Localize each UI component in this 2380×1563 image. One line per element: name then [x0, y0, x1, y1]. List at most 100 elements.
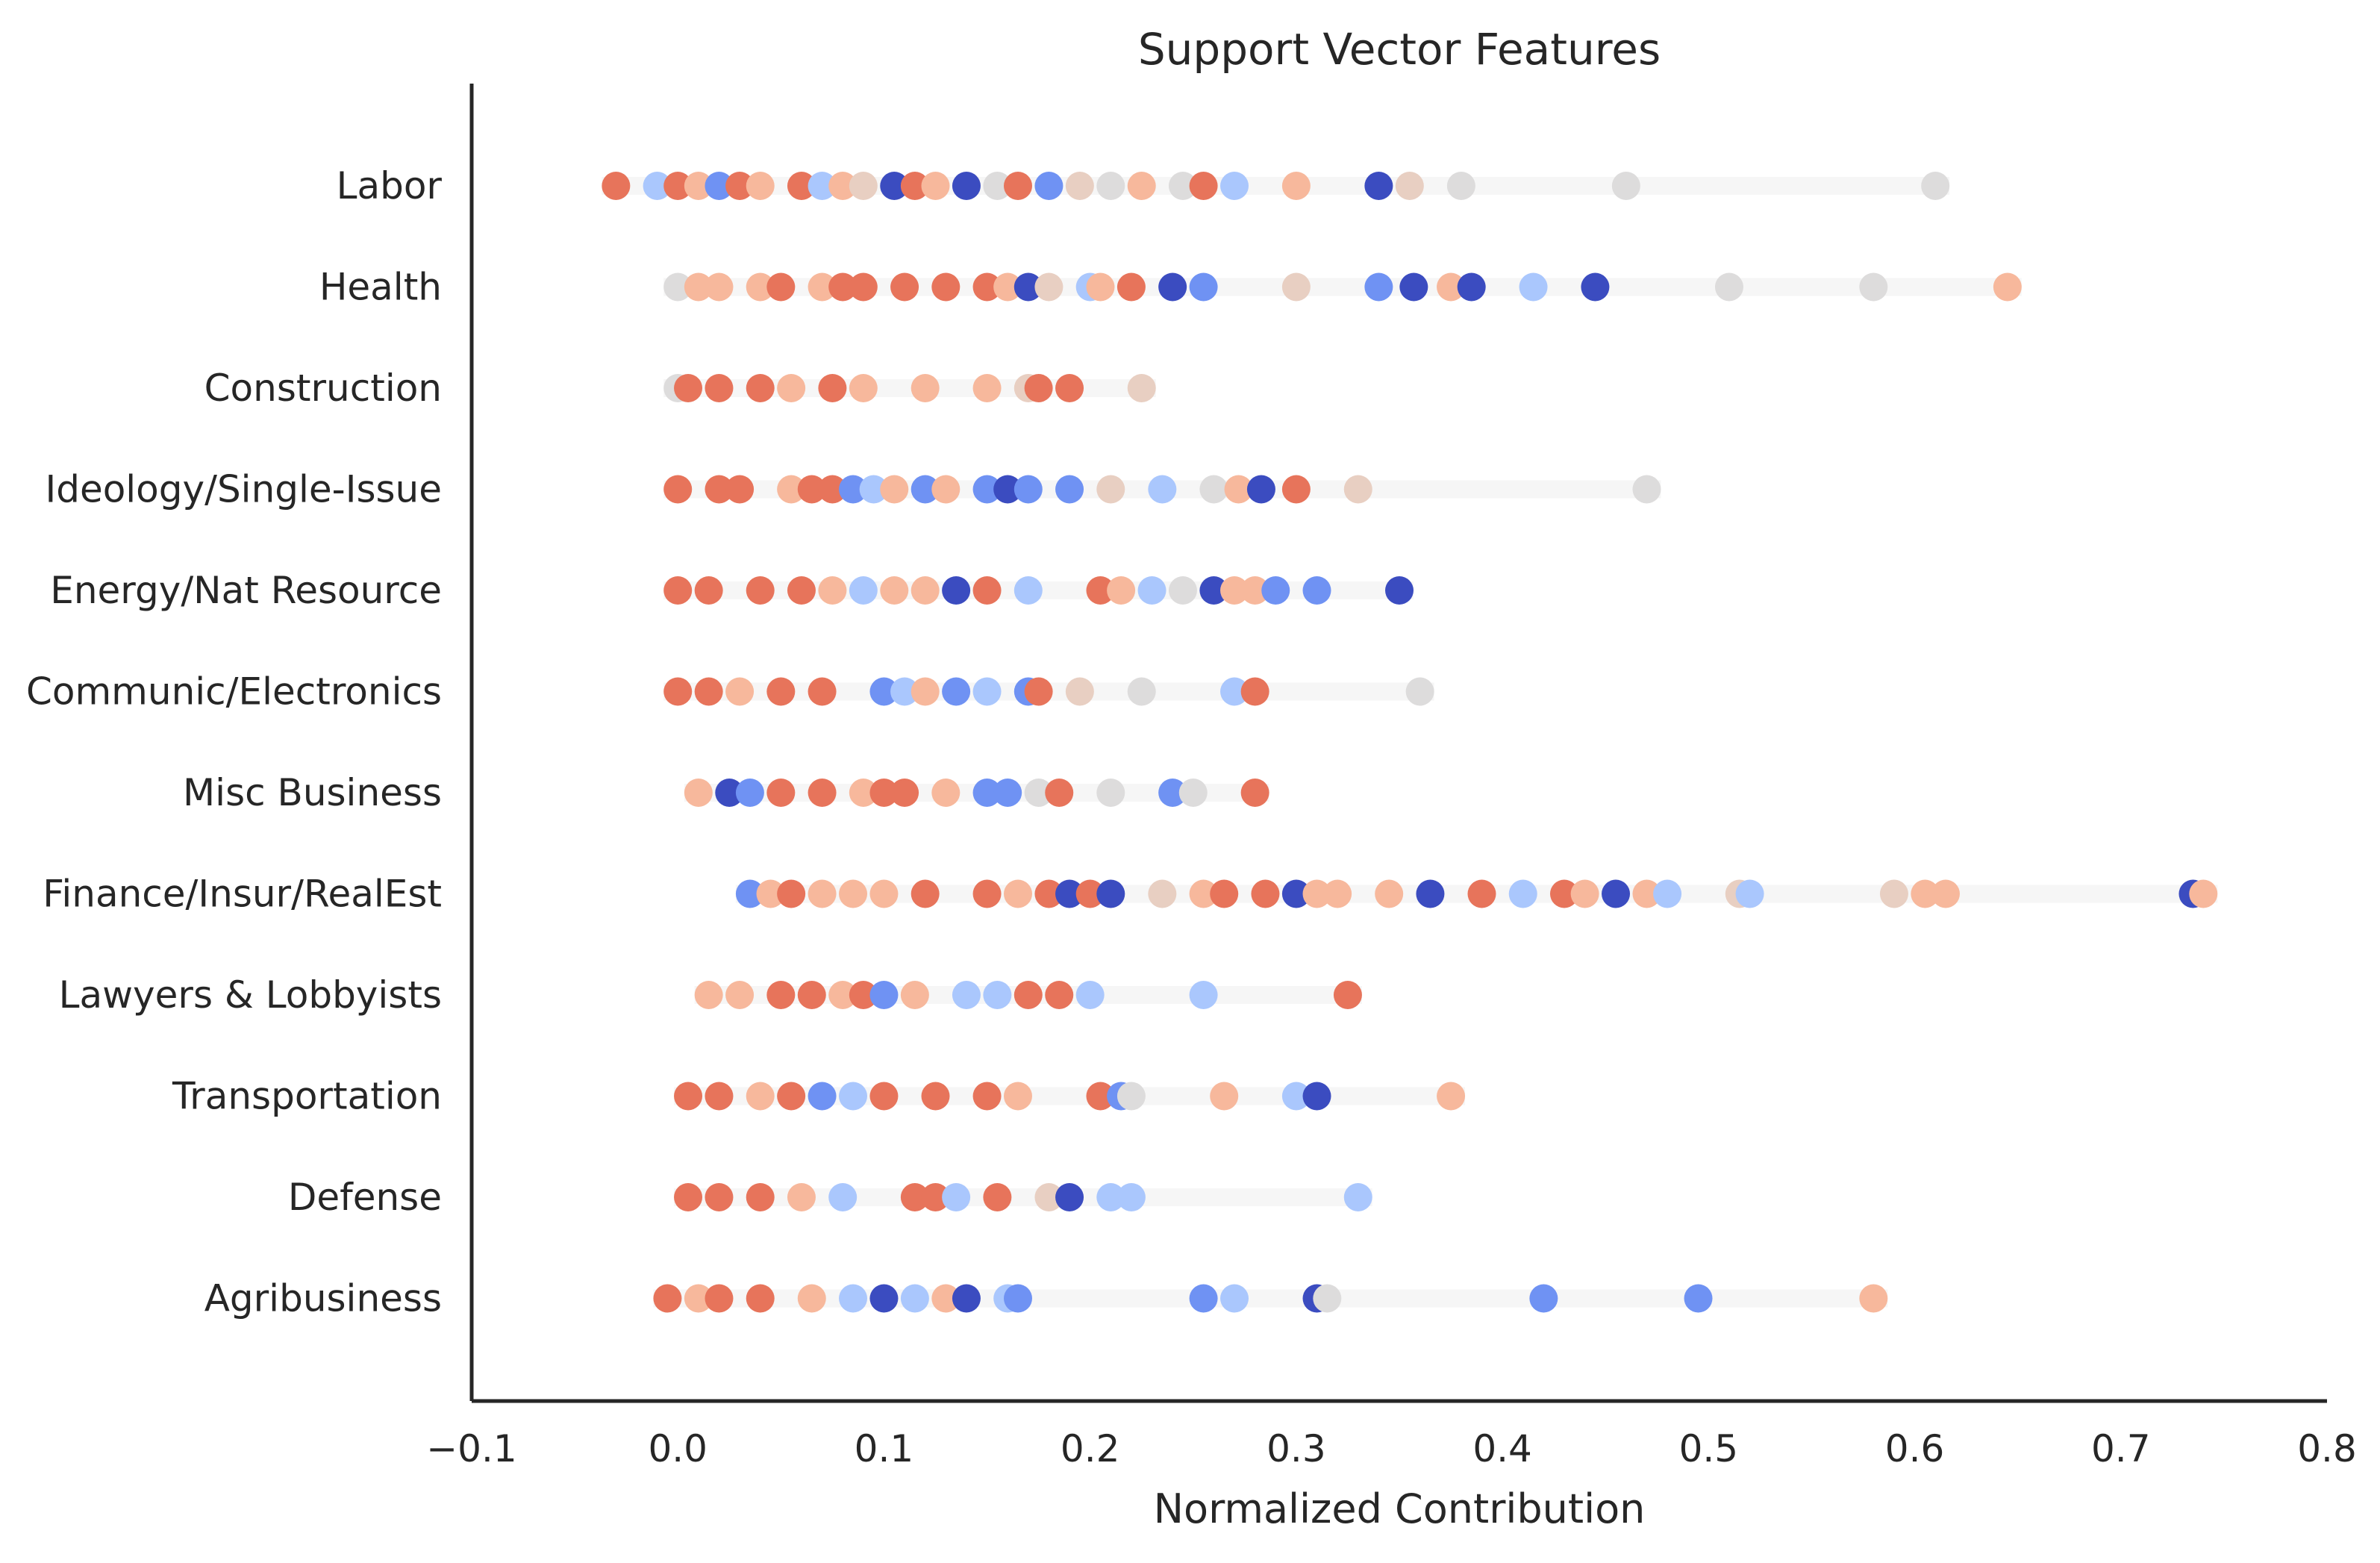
- point-labor-19: [1096, 172, 1125, 200]
- x-tick-label: 0.4: [1472, 1427, 1532, 1470]
- point-defense-8: [983, 1183, 1012, 1211]
- point-agribusiness-15: [1313, 1284, 1342, 1313]
- point-construction-12: [1127, 374, 1156, 402]
- point-finance-insur-realest-21: [1416, 879, 1445, 908]
- point-agribusiness-0: [653, 1284, 682, 1313]
- point-communic-electronics-4: [808, 677, 837, 706]
- point-finance-insur-realest-4: [839, 879, 868, 908]
- point-labor-8: [808, 172, 837, 200]
- point-labor-10: [849, 172, 878, 200]
- point-agribusiness-9: [952, 1284, 981, 1313]
- point-transportation-6: [869, 1082, 899, 1111]
- x-tick-label: 0.0: [648, 1427, 708, 1470]
- point-health-15: [1086, 272, 1115, 302]
- point-ideology-single-issue-20: [1281, 475, 1311, 504]
- point-transportation-15: [1302, 1082, 1331, 1111]
- point-energy-nat-resource-7: [911, 576, 940, 605]
- point-ideology-single-issue-22: [1632, 475, 1661, 504]
- point-health-19: [1281, 272, 1311, 302]
- point-finance-insur-realest-18: [1302, 879, 1331, 908]
- point-ideology-single-issue-21: [1343, 475, 1372, 504]
- point-misc-business-12: [1045, 779, 1074, 807]
- point-ideology-single-issue-16: [1148, 475, 1177, 504]
- point-communic-electronics-13: [1127, 677, 1156, 706]
- point-lawyers-lobbyists-1: [725, 981, 755, 1009]
- point-lawyers-lobbyists-7: [900, 981, 929, 1009]
- point-construction-2: [705, 374, 734, 402]
- point-labor-1: [643, 172, 672, 200]
- point-transportation-3: [777, 1082, 806, 1111]
- point-defense-1: [705, 1183, 734, 1211]
- point-agribusiness-12: [1189, 1284, 1218, 1313]
- x-tick-label: −0.1: [426, 1427, 516, 1470]
- point-misc-business-16: [1240, 779, 1269, 807]
- point-misc-business-11: [1024, 779, 1053, 807]
- point-labor-23: [1220, 172, 1249, 200]
- point-lawyers-lobbyists-0: [694, 981, 723, 1009]
- point-defense-10: [1055, 1183, 1084, 1211]
- point-health-9: [931, 272, 961, 302]
- point-defense-2: [746, 1183, 775, 1211]
- point-health-8: [890, 272, 919, 302]
- point-defense-7: [942, 1183, 971, 1211]
- point-finance-insur-realest-31: [1879, 879, 1908, 908]
- point-finance-insur-realest-15: [1210, 879, 1239, 908]
- point-agribusiness-3: [746, 1284, 775, 1313]
- point-communic-electronics-7: [911, 677, 940, 706]
- point-labor-22: [1189, 172, 1218, 200]
- point-finance-insur-realest-11: [1075, 879, 1105, 908]
- point-agribusiness-7: [900, 1284, 929, 1313]
- point-finance-insur-realest-24: [1549, 879, 1578, 908]
- point-finance-insur-realest-26: [1602, 879, 1631, 908]
- point-transportation-4: [808, 1082, 837, 1111]
- point-health-28: [1993, 272, 2022, 302]
- point-labor-27: [1446, 172, 1475, 200]
- point-agribusiness-13: [1220, 1284, 1249, 1313]
- point-health-11: [993, 272, 1022, 302]
- point-ideology-single-issue-19: [1246, 475, 1275, 504]
- x-tick-labels: −0.1 0.0 0.1 0.2 0.3 0.4 0.5 0.6 0.7 0.8: [426, 1427, 2356, 1470]
- category-label-transportation: Transportation: [172, 1075, 442, 1118]
- point-labor-20: [1127, 172, 1156, 200]
- point-energy-nat-resource-18: [1261, 576, 1290, 605]
- point-communic-electronics-12: [1065, 677, 1094, 706]
- point-labor-11: [880, 172, 909, 200]
- point-defense-13: [1343, 1183, 1372, 1211]
- point-construction-10: [1024, 374, 1053, 402]
- point-energy-nat-resource-3: [787, 576, 816, 605]
- point-finance-insur-realest-35: [2189, 879, 2218, 908]
- point-ideology-single-issue-18: [1224, 475, 1253, 504]
- row-band-defense: [674, 1188, 1372, 1206]
- point-defense-6: [921, 1183, 950, 1211]
- point-health-17: [1158, 272, 1187, 302]
- point-health-20: [1364, 272, 1393, 302]
- point-energy-nat-resource-0: [663, 576, 693, 605]
- point-energy-nat-resource-9: [972, 576, 1002, 605]
- point-labor-12: [900, 172, 929, 200]
- point-agribusiness-11: [1003, 1284, 1032, 1313]
- point-energy-nat-resource-13: [1137, 576, 1166, 605]
- point-health-4: [766, 272, 796, 302]
- point-health-2: [705, 272, 734, 302]
- point-lawyers-lobbyists-3: [797, 981, 826, 1009]
- point-health-6: [828, 272, 858, 302]
- point-lawyers-lobbyists-2: [766, 981, 796, 1009]
- point-agribusiness-2: [705, 1284, 734, 1313]
- point-transportation-9: [1003, 1082, 1032, 1111]
- point-finance-insur-realest-17: [1281, 879, 1311, 908]
- x-tick-label: 0.5: [1679, 1427, 1739, 1470]
- category-label-health: Health: [319, 266, 442, 309]
- point-finance-insur-realest-30: [1735, 879, 1764, 908]
- point-health-16: [1116, 272, 1146, 302]
- point-misc-business-0: [684, 779, 713, 807]
- point-finance-insur-realest-19: [1323, 879, 1352, 908]
- point-health-27: [1859, 272, 1888, 302]
- x-tick-label: 0.2: [1061, 1427, 1120, 1470]
- x-tick-label: 0.3: [1266, 1427, 1326, 1470]
- point-energy-nat-resource-14: [1168, 576, 1197, 605]
- point-health-22: [1437, 272, 1466, 302]
- point-finance-insur-realest-28: [1653, 879, 1682, 908]
- point-communic-electronics-5: [869, 677, 899, 706]
- point-finance-insur-realest-25: [1570, 879, 1599, 908]
- point-labor-6: [746, 172, 775, 200]
